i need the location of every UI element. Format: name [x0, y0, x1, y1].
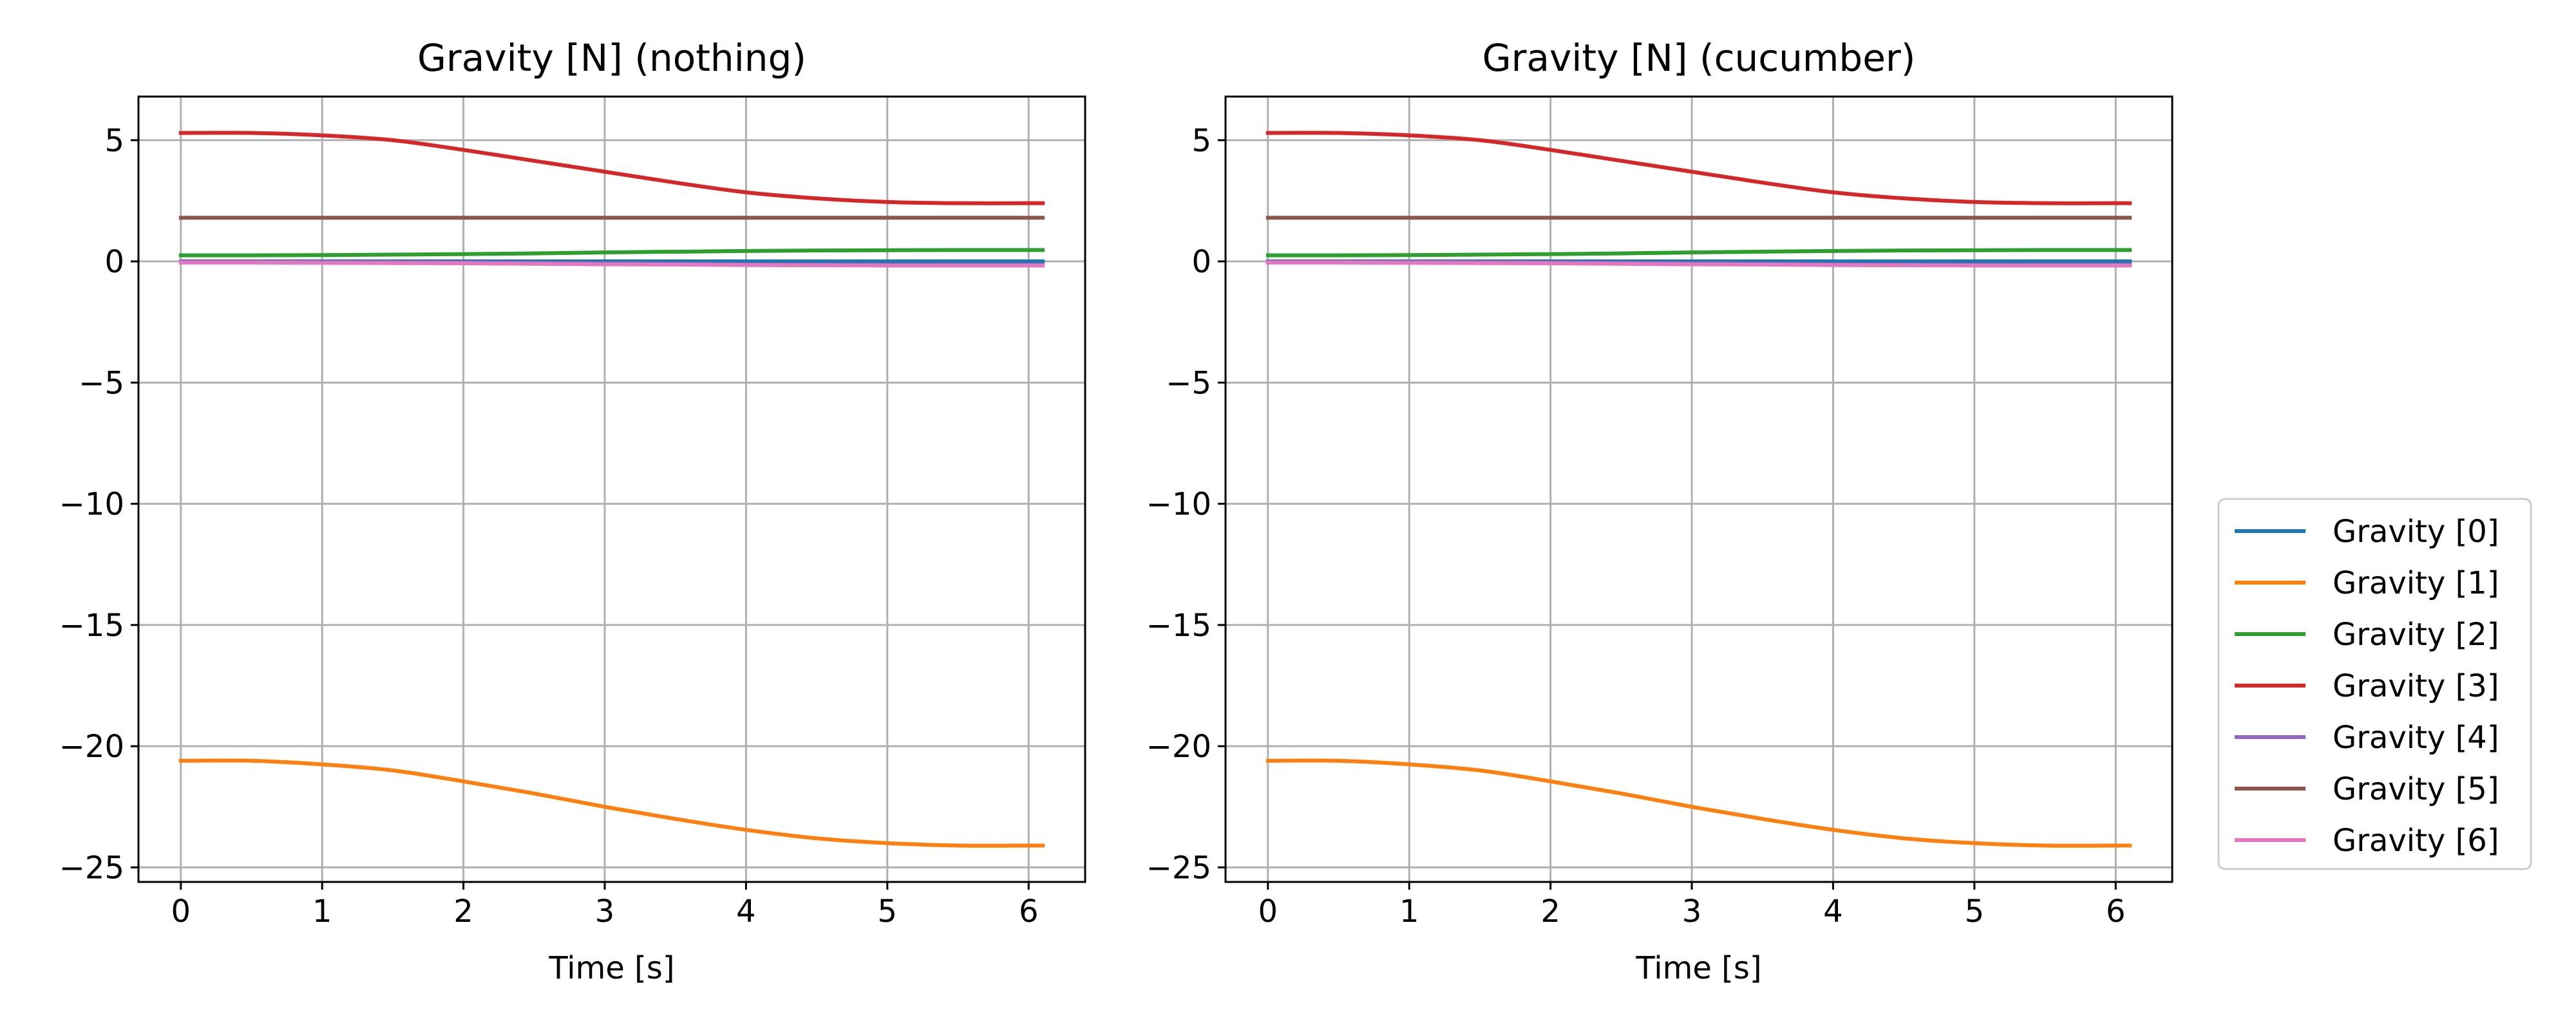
- y-tick-label: −20: [1146, 729, 1211, 765]
- x-tick-label: 0: [171, 894, 191, 930]
- series-lines: [178, 131, 1045, 848]
- axis-ticks: 0 1 2 3 4 5 6 5 0 −5 −10 −15 −20 −25: [1146, 123, 2126, 930]
- legend-entries: Gravity [0] Gravity [1] Gravity [2] Gravity…: [2235, 514, 2499, 859]
- legend-label: Gravity [6]: [2333, 823, 2499, 859]
- y-tick-label: 5: [1191, 123, 1211, 159]
- legend-label: Gravity [0]: [2333, 514, 2499, 550]
- plot-frame: [137, 95, 1086, 883]
- legend-label: Gravity [5]: [2333, 771, 2499, 807]
- plot-area: [137, 95, 1086, 883]
- series-lines: [1265, 131, 2132, 848]
- y-tick-label: −10: [59, 487, 124, 523]
- x-tick-label: 3: [1682, 894, 1702, 930]
- x-tick-label: 1: [1399, 894, 1419, 930]
- axis-ticks: 0 1 2 3 4 5 6 5 0 −5 −10 −15 −20 −25: [59, 123, 1039, 930]
- legend-label: Gravity [3]: [2333, 668, 2499, 704]
- chart-panel-cucumber: 0 1 2 3 4 5 6 5 0 −5 −10 −15 −20 −25 Gravity [N] (cuc…: [1146, 36, 2174, 986]
- y-tick-label: 0: [104, 244, 124, 280]
- series-line-gravity-6: [1265, 260, 2132, 268]
- legend-label: Gravity [2]: [2333, 617, 2499, 653]
- y-tick-label: 0: [1191, 244, 1211, 280]
- x-tick-label: 2: [1540, 894, 1560, 930]
- y-tick-label: −5: [79, 365, 124, 401]
- x-tick-label: 3: [595, 894, 615, 930]
- x-tick-label: 1: [312, 894, 332, 930]
- y-tick-label: −15: [59, 608, 124, 644]
- x-axis-label: Time [s]: [548, 950, 674, 986]
- legend-label: Gravity [4]: [2333, 720, 2499, 756]
- series-line-gravity-2: [1265, 248, 2132, 258]
- series-line-gravity-3: [178, 131, 1045, 205]
- y-tick-label: −25: [1146, 850, 1211, 886]
- y-tick-label: −25: [59, 850, 124, 886]
- chart-title: Gravity [N] (cucumber): [1482, 36, 1916, 80]
- y-tick-label: −20: [59, 729, 124, 765]
- series-line-gravity-6: [178, 260, 1045, 268]
- series-line-gravity-2: [178, 248, 1045, 258]
- chart-panel-nothing: 0 1 2 3 4 5 6 5 0 −5 −10 −15 −20 −25 Gravity [N] (not…: [59, 36, 1086, 986]
- x-tick-label: 4: [1823, 894, 1843, 930]
- chart-title: Gravity [N] (nothing): [417, 36, 806, 80]
- y-tick-label: −5: [1166, 365, 1211, 401]
- series-line-gravity-3: [1265, 131, 2132, 205]
- legend-label: Gravity [1]: [2333, 565, 2499, 601]
- plot-background: [1226, 97, 2172, 882]
- x-axis-label: Time [s]: [1635, 950, 1761, 986]
- y-tick-label: 5: [104, 123, 124, 159]
- plot-background: [138, 97, 1085, 882]
- y-tick-label: −10: [1146, 487, 1211, 523]
- series-line-gravity-1: [178, 758, 1045, 848]
- grid: [1226, 97, 2172, 882]
- x-tick-label: 5: [878, 894, 898, 930]
- legend: Gravity [0] Gravity [1] Gravity [2] Gravity…: [2217, 498, 2532, 870]
- plot-area: [1224, 95, 2174, 883]
- x-tick-label: 4: [736, 894, 756, 930]
- legend-frame: [2217, 498, 2532, 870]
- x-tick-label: 5: [1965, 894, 1985, 930]
- y-tick-label: −15: [1146, 608, 1211, 644]
- x-tick-label: 6: [1019, 894, 1039, 930]
- x-tick-label: 2: [453, 894, 473, 930]
- x-tick-label: 6: [2106, 894, 2126, 930]
- series-line-gravity-1: [1265, 758, 2132, 848]
- plot-frame: [1224, 95, 2174, 883]
- x-tick-label: 0: [1258, 894, 1278, 930]
